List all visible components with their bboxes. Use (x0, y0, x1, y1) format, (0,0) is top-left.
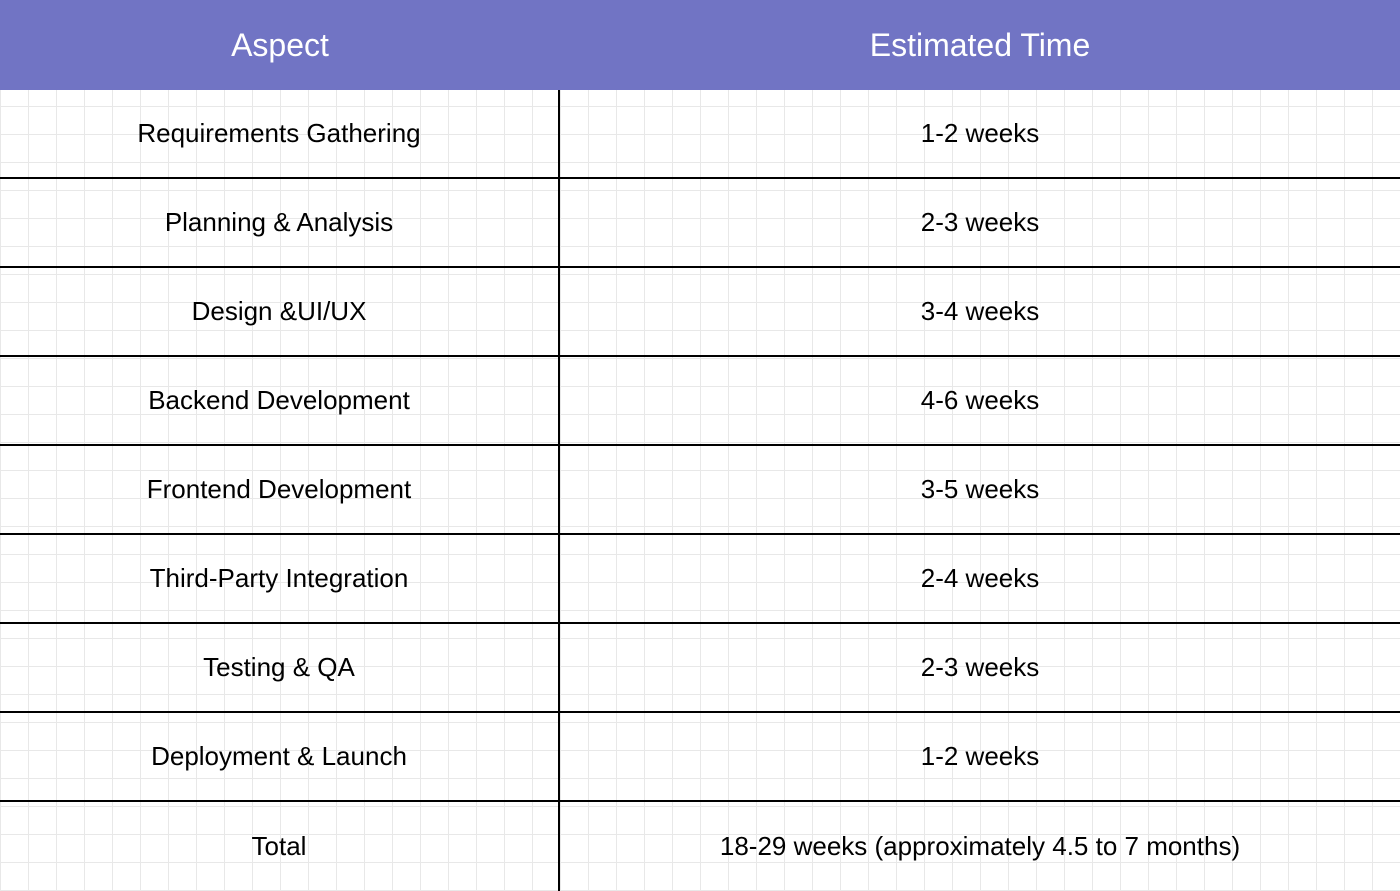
aspect-cell: Backend Development (0, 357, 560, 444)
header-time: Estimated Time (560, 27, 1400, 64)
table-row: Deployment & Launch 1-2 weeks (0, 713, 1400, 802)
time-cell: 3-4 weeks (560, 268, 1400, 355)
table-header-row: Aspect Estimated Time (0, 0, 1400, 90)
aspect-cell: Testing & QA (0, 624, 560, 711)
table-row: Design &UI/UX 3-4 weeks (0, 268, 1400, 357)
estimation-table: Aspect Estimated Time Requirements Gathe… (0, 0, 1400, 891)
table-row: Backend Development 4-6 weeks (0, 357, 1400, 446)
aspect-cell: Planning & Analysis (0, 179, 560, 266)
time-cell: 3-5 weeks (560, 446, 1400, 533)
table-row: Third-Party Integration 2-4 weeks (0, 535, 1400, 624)
table-row: Frontend Development 3-5 weeks (0, 446, 1400, 535)
time-cell: 4-6 weeks (560, 357, 1400, 444)
time-cell: 1-2 weeks (560, 713, 1400, 800)
aspect-cell: Design &UI/UX (0, 268, 560, 355)
time-cell: 1-2 weeks (560, 90, 1400, 177)
aspect-cell: Requirements Gathering (0, 90, 560, 177)
time-cell: 2-3 weeks (560, 179, 1400, 266)
aspect-cell: Total (0, 802, 560, 891)
header-aspect: Aspect (0, 27, 560, 64)
table-row-total: Total 18-29 weeks (approximately 4.5 to … (0, 802, 1400, 891)
table-row: Requirements Gathering 1-2 weeks (0, 90, 1400, 179)
time-cell: 2-4 weeks (560, 535, 1400, 622)
aspect-cell: Frontend Development (0, 446, 560, 533)
aspect-cell: Third-Party Integration (0, 535, 560, 622)
table-row: Testing & QA 2-3 weeks (0, 624, 1400, 713)
table-row: Planning & Analysis 2-3 weeks (0, 179, 1400, 268)
time-cell: 18-29 weeks (approximately 4.5 to 7 mont… (560, 802, 1400, 891)
aspect-cell: Deployment & Launch (0, 713, 560, 800)
time-cell: 2-3 weeks (560, 624, 1400, 711)
